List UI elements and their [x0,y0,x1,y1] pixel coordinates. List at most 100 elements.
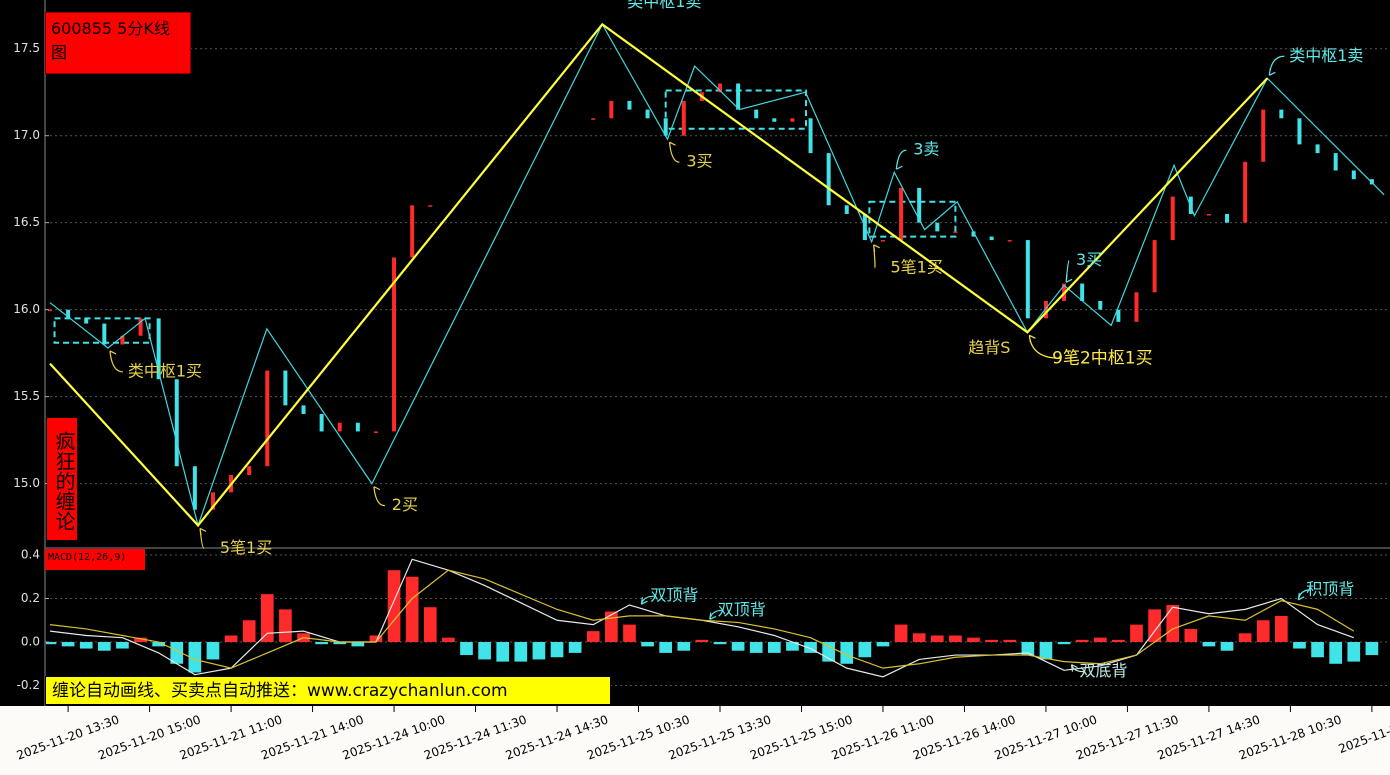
candle [120,335,125,345]
candle [265,370,270,467]
macd-bar [641,642,654,647]
macd-bar [1275,615,1288,643]
macd-bar [858,642,872,658]
annotation: 5笔1买 [220,538,272,557]
macd-bar [79,642,93,649]
candle [1043,300,1048,319]
candle [718,83,722,93]
annotation: 积顶背 [1306,579,1354,598]
candle [772,118,777,122]
macd-bar [1039,642,1053,660]
annotation: 双顶背 [718,600,766,619]
candle [66,309,71,319]
macd-bar [1256,620,1270,643]
candle [1243,161,1248,223]
macd-bar [1075,639,1089,643]
candle [681,100,686,136]
macd-bar [749,642,763,653]
y-tick-label: 16.0 [13,302,40,316]
macd-bar [315,642,328,645]
macd-bar [949,635,962,643]
candle [1261,109,1266,162]
macd-bar [405,576,419,643]
macd-bar [1057,642,1071,645]
candle [156,318,161,380]
candle [1369,179,1374,185]
annotation-arrow [640,595,655,605]
candle [645,109,650,119]
annotation: 趋背S [968,338,1010,357]
candle [880,240,885,242]
zhongshu-box [868,200,957,238]
candle [917,187,922,223]
annotation-arrow [109,350,123,373]
annotation-arrow [668,141,680,163]
zhongshu-box [664,89,808,130]
macd-bar [478,642,491,660]
macd-bar [423,607,437,643]
candle [337,422,342,432]
macd-bar [1238,633,1252,643]
candle [1225,213,1230,223]
macd-bar [1003,639,1017,643]
annotation: 双底背 [1079,661,1127,680]
macd-bar [134,637,147,643]
candle [428,205,433,207]
annotation: 2买 [392,495,418,514]
candle [844,205,849,214]
macd-bar [1130,624,1143,643]
annotation-arrow [1297,589,1311,601]
macd-bar [1166,605,1180,643]
candle [609,100,614,119]
candle [1098,300,1103,310]
annotation-arrow [1268,55,1285,76]
candle [989,236,994,241]
annotation: 3买 [1076,250,1102,269]
macd-bar [731,642,745,651]
macd-bar [912,633,926,643]
macd-bar [242,620,256,643]
candle [1025,240,1030,319]
candle [1333,153,1338,171]
macd-bar [930,635,944,643]
macd-bar [786,642,799,651]
macd-bar [677,642,691,651]
chart-title: 600855 5分K线图 [45,12,191,74]
candle [627,100,632,110]
candle [283,370,288,406]
annotation: 类中枢1卖 [1289,46,1363,65]
line [49,22,1269,528]
candle [174,379,179,467]
candle [392,257,397,432]
macd-bar [1293,642,1306,649]
annotation: 类中枢1买 [128,361,202,380]
y-tick-label: 15.0 [13,476,40,490]
macd-bar [61,642,75,647]
macd-bar [1021,642,1035,656]
zhongshu-box [53,317,151,344]
macd-bar [605,611,618,643]
candle [319,414,324,432]
macd-bar [659,642,673,653]
candle [899,187,904,241]
annotation: 9笔2中枢1买 [1052,348,1152,368]
macd-bar [206,642,220,660]
macd-bar [623,624,636,643]
macd-bar [224,635,238,643]
annotation: 双顶背 [650,586,698,605]
candle [1007,240,1012,242]
y-tick-label: 17.5 [13,41,40,55]
macd-bar [967,637,980,643]
candle [102,323,107,345]
candle [210,492,215,510]
macd-bar [1220,642,1234,651]
macd-bar [97,642,111,651]
macd-bar [170,642,184,664]
macd-bar [894,624,908,643]
macd-bar [1311,642,1324,658]
annotation-arrow [1065,259,1073,283]
annotation: 5笔1买 [890,257,942,276]
macd-bar [1112,639,1125,643]
panel-label: 疯狂的缠论 [47,418,77,540]
